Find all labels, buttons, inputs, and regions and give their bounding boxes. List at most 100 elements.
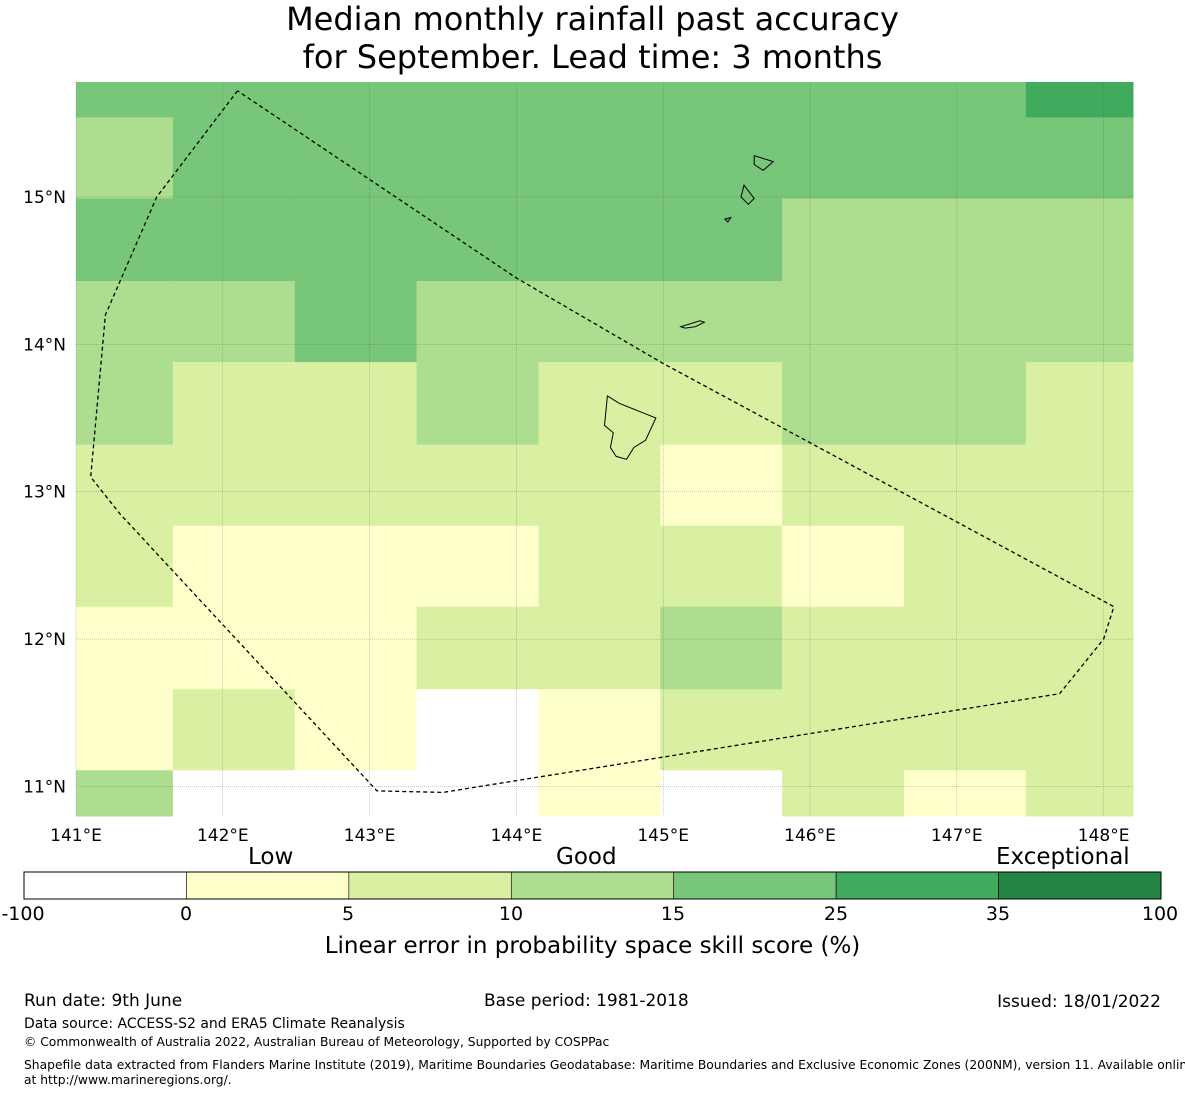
colorbar-tick: 100 (1141, 903, 1179, 925)
skill-cell (538, 525, 661, 608)
colorbar-swatch (673, 871, 837, 900)
skill-cell (538, 198, 661, 282)
island-outline (753, 155, 775, 172)
skill-cell (903, 198, 1027, 282)
skill-cell (294, 362, 418, 446)
skill-cell (903, 117, 1027, 199)
skill-cell (782, 280, 905, 363)
island-outline (679, 320, 706, 329)
skill-cell (1025, 689, 1134, 771)
skill-cell (903, 280, 1027, 363)
longitude-label: 147°E (931, 826, 983, 846)
skill-cell (903, 606, 1027, 690)
skill-cell (172, 770, 296, 817)
skill-cell (782, 117, 905, 199)
copyright: © Commonwealth of Australia 2022, Austra… (24, 1035, 610, 1049)
colorbar-tick: 25 (823, 903, 849, 925)
skill-cell (1025, 198, 1134, 282)
skill-cell (538, 689, 661, 771)
skill-cell (416, 280, 539, 363)
skill-cell (903, 770, 1027, 817)
shapefile-credit-line-2: at http://www.marineregions.org/. (24, 1073, 232, 1087)
skill-cell (76, 280, 174, 363)
skill-cell (1025, 82, 1134, 118)
skill-cell (172, 444, 296, 527)
longitude-label: 145°E (637, 826, 689, 846)
skill-cell (538, 606, 661, 690)
skill-cell (782, 198, 905, 282)
colorbar-category-low: Low (248, 844, 294, 870)
issued-date: Issued: 18/01/2022 (997, 992, 1161, 1012)
colorbar-swatch (998, 871, 1162, 900)
data-source: Data source: ACCESS-S2 and ERA5 Climate … (24, 1016, 405, 1032)
coastlines (603, 155, 775, 460)
title-line-2: for September. Lead time: 3 months (302, 38, 883, 76)
colorbar-caption: Linear error in probability space skill … (324, 933, 861, 959)
skill-cell (416, 606, 539, 690)
skill-cell (76, 117, 174, 199)
longitude-label: 141°E (50, 826, 102, 846)
title-line-1: Median monthly rainfall past accuracy (286, 0, 899, 38)
colorbar-frame (23, 871, 1162, 900)
colorbar-swatch (186, 871, 350, 900)
skill-cell (538, 82, 661, 118)
skill-cell (903, 444, 1027, 527)
skill-cell (782, 444, 905, 527)
skill-cell (782, 770, 905, 817)
skill-cell (903, 82, 1027, 118)
skill-cell (416, 117, 539, 199)
skill-cell (172, 362, 296, 446)
skill-cell (538, 280, 661, 363)
latitude-label: 14°N (23, 335, 66, 355)
colorbar-tick: 0 (179, 903, 193, 925)
latitude-label: 12°N (23, 630, 66, 650)
skill-cell (660, 444, 783, 527)
colorbar-category-good: Good (556, 844, 617, 870)
skill-cell (416, 770, 539, 817)
skill-cell (1025, 606, 1134, 690)
skill-cell (1025, 770, 1134, 817)
longitude-label: 148°E (1078, 826, 1130, 846)
skill-cell (660, 82, 783, 118)
skill-cell (76, 770, 174, 817)
skill-cell (172, 198, 296, 282)
latitude-label: 15°N (23, 188, 66, 208)
island-outline (740, 184, 755, 206)
skill-cell (782, 606, 905, 690)
skill-cell (660, 280, 783, 363)
longitude-label: 146°E (784, 826, 836, 846)
skill-cell (294, 689, 418, 771)
latitude-labels: 15°N 14°N 13°N 12°N 11°N (23, 188, 66, 798)
skill-score-map: 141°E 142°E 143°E 144°E 145°E 146°E 147°E 148°E… (23, 82, 1162, 900)
skill-cell (294, 198, 418, 282)
longitude-label: 142°E (197, 826, 249, 846)
island-outline (723, 216, 732, 223)
latitude-label: 13°N (23, 483, 66, 503)
skill-cell (76, 362, 174, 446)
skill-cell (416, 444, 539, 527)
skill-cell (172, 525, 296, 608)
colorbar-swatch (23, 871, 187, 900)
skill-cell (782, 362, 905, 446)
skill-cell (294, 117, 418, 199)
skill-cell (538, 362, 661, 446)
skill-cell (660, 117, 783, 199)
skill-cell (538, 770, 661, 817)
skill-cell (1025, 362, 1134, 446)
skill-grid (76, 82, 1134, 817)
skill-cell (538, 444, 661, 527)
skill-cell (76, 689, 174, 771)
colorbar-tick: 5 (341, 903, 355, 925)
skill-cell (416, 82, 539, 118)
skill-cell (782, 525, 905, 608)
colorbar (23, 871, 1162, 900)
colorbar-tick: -100 (1, 903, 45, 925)
colorbar-category-exceptional: Exceptional (996, 844, 1130, 870)
skill-cell (660, 362, 783, 446)
graticule (75, 82, 1133, 816)
latitude-label: 11°N (23, 778, 66, 798)
skill-cell (1025, 117, 1134, 199)
skill-cell (660, 198, 783, 282)
skill-cell (172, 280, 296, 363)
colorbar-swatch (348, 871, 512, 900)
